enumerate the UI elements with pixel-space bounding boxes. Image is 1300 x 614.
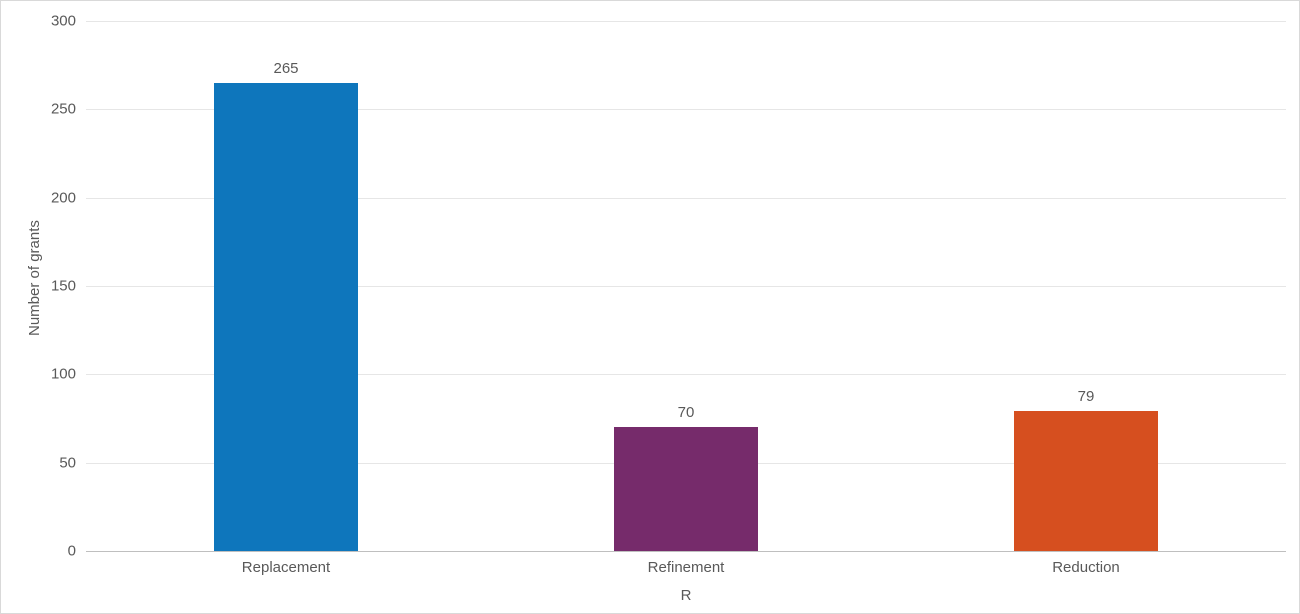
y-tick-label: 100 — [51, 366, 86, 383]
bar-value-label: 79 — [1078, 388, 1095, 411]
x-tick-label: Replacement — [242, 551, 330, 576]
bar-value-label: 265 — [273, 60, 298, 83]
y-tick-label: 0 — [68, 543, 86, 560]
y-axis-title: Number of grants — [26, 220, 43, 336]
x-tick-label: Reduction — [1052, 551, 1120, 576]
plot-area: 050100150200250300265Replacement70Refine… — [86, 21, 1286, 551]
x-axis-title: R — [86, 587, 1286, 604]
bar: 70 — [614, 427, 758, 551]
bar-chart: Number of grants 050100150200250300265Re… — [0, 0, 1300, 614]
y-tick-label: 300 — [51, 13, 86, 30]
y-tick-label: 50 — [59, 454, 86, 471]
y-tick-label: 250 — [51, 101, 86, 118]
y-tick-label: 150 — [51, 278, 86, 295]
y-tick-label: 200 — [51, 189, 86, 206]
bar: 79 — [1014, 411, 1158, 551]
gridline — [86, 21, 1286, 22]
x-tick-label: Refinement — [648, 551, 725, 576]
bar: 265 — [214, 83, 358, 551]
bar-value-label: 70 — [678, 404, 695, 427]
